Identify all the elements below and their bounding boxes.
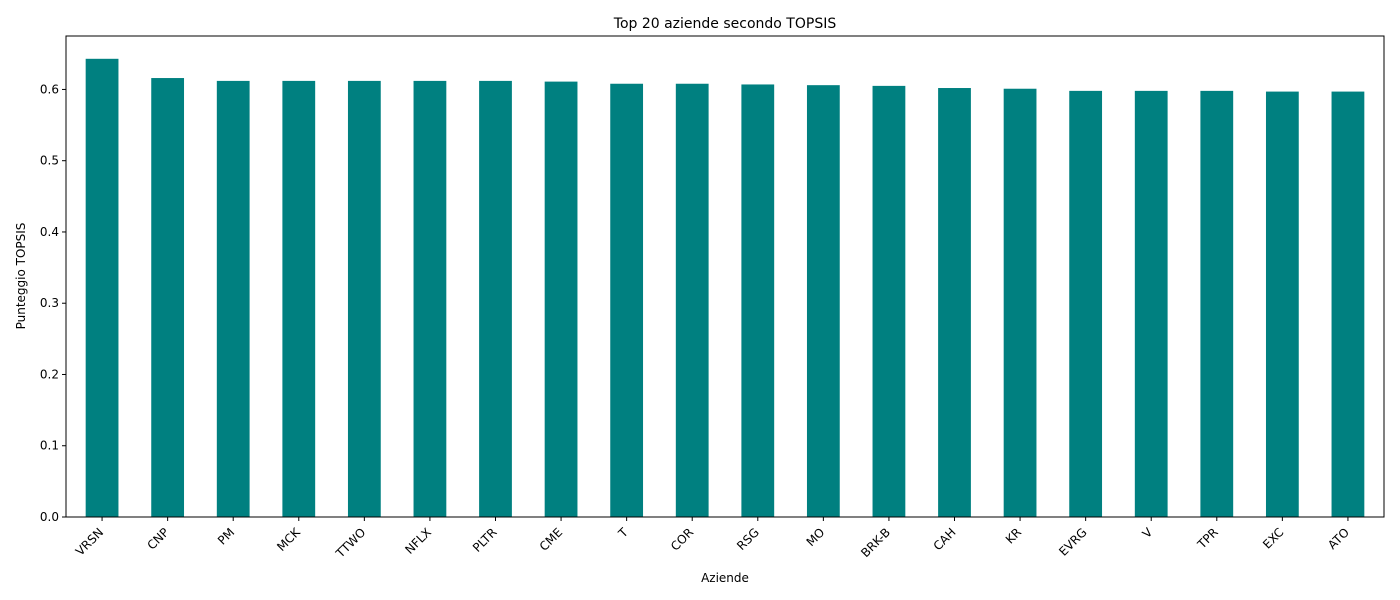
axes-frame	[65, 35, 1385, 518]
x-tick-label: COR	[668, 525, 696, 553]
bar-pm	[216, 80, 250, 517]
x-tick-label: CAH	[931, 525, 959, 553]
bar-tpr	[1200, 90, 1234, 517]
x-tick-label: PLTR	[470, 525, 500, 555]
x-tick-label: MO	[804, 525, 828, 549]
bar-exc	[1265, 91, 1299, 518]
y-tick-label: 0.1	[40, 439, 59, 453]
bar-kr	[1003, 88, 1037, 518]
y-tick-label: 0.3	[40, 296, 59, 310]
x-tick-label: CNP	[144, 525, 171, 552]
x-tick-label: NFLX	[402, 525, 434, 557]
x-tick-label: ATO	[1325, 525, 1352, 552]
bar-rsg	[741, 84, 775, 517]
bar-ato	[1331, 91, 1365, 518]
x-tick-label: V	[1140, 525, 1156, 541]
x-tick-label: T	[615, 525, 631, 541]
x-tick-label: MCK	[274, 524, 304, 554]
bar-t	[610, 83, 644, 517]
y-tick-label: 0.4	[40, 225, 59, 239]
x-tick-label: RSG	[734, 525, 762, 553]
bar-evrg	[1069, 90, 1103, 517]
bar-v	[1134, 90, 1168, 517]
x-tick-label: PM	[215, 525, 237, 547]
bar-cme	[544, 81, 578, 517]
bar-mo	[806, 85, 840, 518]
x-tick-label: EXC	[1260, 525, 1286, 551]
x-tick-label: VRSN	[73, 525, 106, 558]
bar-cor	[675, 83, 709, 517]
x-tick-label: KR	[1003, 525, 1024, 546]
y-tick-label: 0.0	[40, 510, 59, 524]
bar-vrsn	[85, 58, 119, 517]
x-tick-label: TTWO	[333, 525, 369, 561]
y-tick-label: 0.6	[40, 82, 59, 96]
x-tick-label: EVRG	[1056, 525, 1090, 559]
x-tick-label: CME	[537, 525, 566, 554]
y-tick-label: 0.2	[40, 367, 59, 381]
x-tick-label: BRK-B	[858, 525, 893, 560]
y-axis-label: Punteggio TOPSIS	[14, 223, 28, 330]
bar-ttwo	[347, 80, 381, 517]
bar-cah	[938, 88, 971, 517]
bar-nflx	[413, 80, 447, 517]
x-axis-label: Aziende	[701, 571, 749, 585]
y-tick-label: 0.5	[40, 154, 59, 168]
y-axis-ticks: 0.0 0.1 0.2 0.3 0.4 0.5 0.6	[40, 82, 66, 524]
bar-pltr	[479, 80, 512, 517]
bar-brk-b	[872, 85, 906, 518]
chart-title: Top 20 aziende secondo TOPSIS	[613, 16, 837, 32]
bar-mck	[282, 80, 316, 517]
x-tick-label: TPR	[1194, 525, 1221, 552]
bar-cnp	[151, 78, 185, 517]
x-axis-ticks: VRSN CNP PM MCK TTWO NFLX PLTR CME T COR RSG MO BRK-…	[73, 517, 1352, 561]
bars-group	[85, 58, 1365, 518]
